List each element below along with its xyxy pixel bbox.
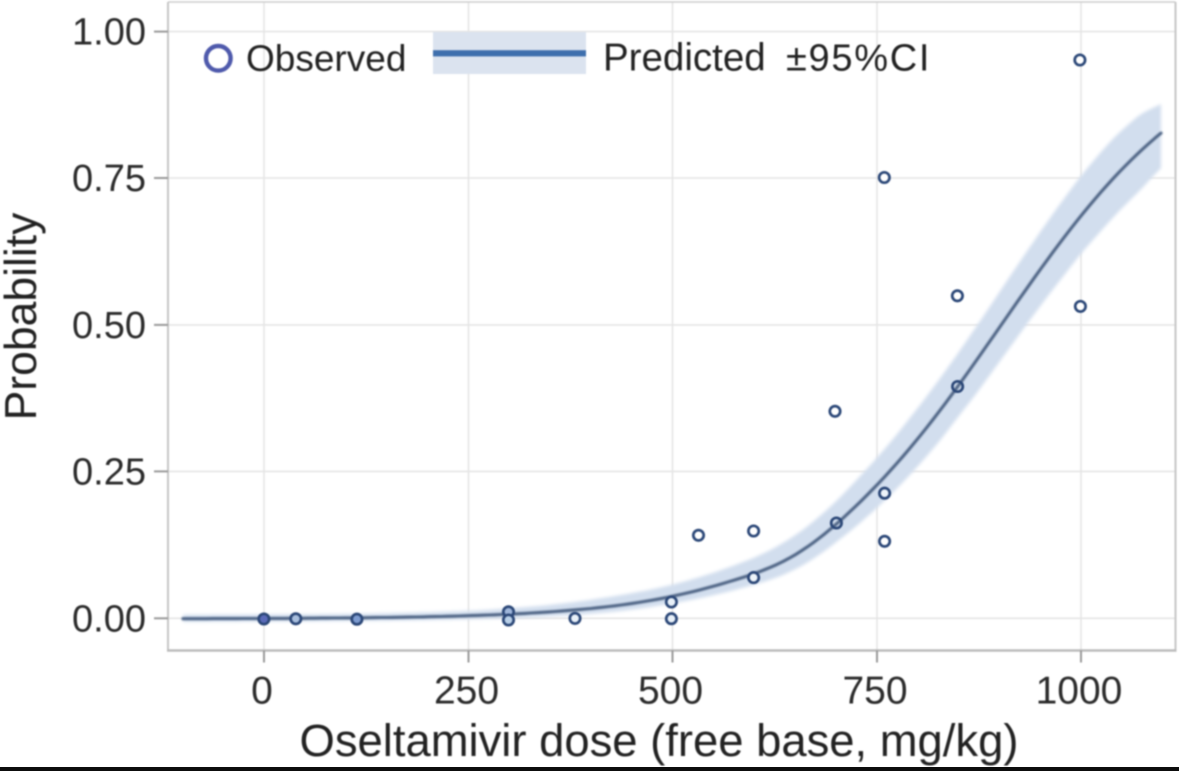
svg-text:0.75: 0.75 bbox=[72, 158, 146, 200]
svg-text:Probability: Probability bbox=[0, 212, 46, 421]
svg-text:500: 500 bbox=[638, 670, 703, 713]
svg-text:250: 250 bbox=[434, 670, 499, 713]
svg-text:Observed: Observed bbox=[246, 38, 406, 79]
svg-text:Oseltamivir dose (free base, m: Oseltamivir dose (free base, mg/kg) bbox=[300, 715, 1019, 766]
svg-text:0.50: 0.50 bbox=[72, 305, 146, 347]
svg-text:0: 0 bbox=[251, 670, 273, 713]
svg-text:Predicted: Predicted bbox=[603, 37, 766, 80]
svg-text:±95%CI: ±95%CI bbox=[786, 38, 931, 80]
svg-text:0.00: 0.00 bbox=[72, 598, 146, 640]
svg-text:1000: 1000 bbox=[1036, 670, 1123, 713]
svg-text:750: 750 bbox=[842, 670, 907, 713]
svg-text:1.00: 1.00 bbox=[72, 12, 146, 54]
svg-text:0.25: 0.25 bbox=[72, 451, 146, 493]
